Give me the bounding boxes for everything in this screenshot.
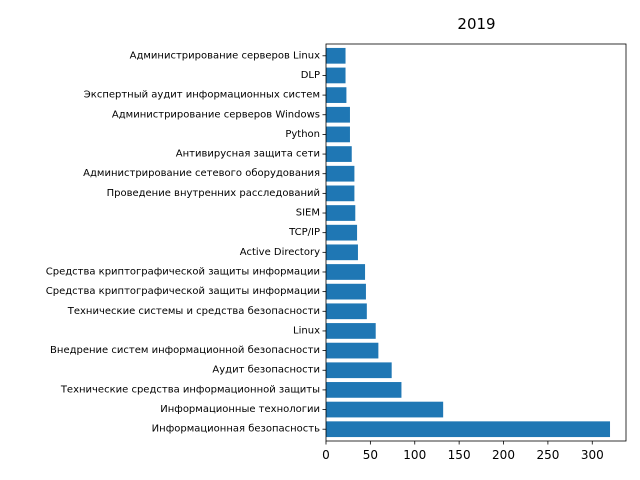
bar-13: [326, 165, 355, 182]
x-tick-label-4: 200: [492, 448, 515, 462]
bar-10: [326, 224, 358, 241]
category-label-15: Python: [285, 129, 320, 140]
category-label-5: Linux: [293, 325, 320, 336]
bar-3: [326, 362, 392, 379]
bar-19: [326, 47, 346, 64]
bar-5: [326, 323, 376, 339]
x-tick-label-5: 250: [536, 448, 559, 462]
category-label-8: Средства криптографической защиты информ…: [46, 266, 320, 277]
bars-layer: [326, 47, 611, 438]
category-label-0: Информационная безопасность: [152, 424, 320, 435]
x-tick-label-0: 0: [322, 448, 330, 462]
bar-16: [326, 106, 350, 123]
bar-2: [326, 382, 402, 398]
category-label-11: SIEM: [296, 208, 320, 219]
category-label-1: Информационные технологии: [160, 404, 320, 415]
x-tick-label-6: 300: [581, 448, 604, 462]
category-label-7: Средства криптографической защиты информ…: [46, 286, 320, 297]
category-label-2: Технические средства информационной защи…: [60, 384, 320, 395]
x-tick-label-1: 50: [363, 448, 378, 462]
bar-15: [326, 126, 350, 143]
x-tick-label-3: 150: [448, 448, 471, 462]
plot-frame: [325, 43, 627, 442]
category-label-17: Экспертный аудит информационных систем: [84, 90, 320, 101]
category-label-19: Администрирование серверов Linux: [130, 50, 320, 61]
category-label-18: DLP: [301, 70, 320, 81]
bar-8: [326, 264, 366, 280]
category-labels: Информационная безопасность Информационны…: [46, 50, 326, 435]
x-axis-ticks: 0 50 100 150 200 250 300: [322, 441, 604, 462]
category-label-12: Проведение внутренних расследований: [107, 188, 320, 199]
category-label-10: TCP/IP: [288, 227, 320, 238]
category-label-3: Аудит безопасности: [212, 365, 320, 376]
x-tick-label-2: 100: [403, 448, 426, 462]
category-label-6: Технические системы и средства безопасно…: [67, 306, 320, 317]
bar-11: [326, 205, 356, 221]
bar-4: [326, 342, 379, 359]
category-label-13: Администрирование сетевого оборудования: [83, 168, 320, 179]
bar-9: [326, 244, 358, 261]
bar-17: [326, 87, 347, 103]
category-label-16: Администрирование серверов Windows: [112, 109, 320, 120]
bar-7: [326, 283, 366, 300]
category-label-9: Active Directory: [240, 247, 320, 258]
bar-18: [326, 67, 346, 84]
bar-14: [326, 146, 352, 162]
bar-0: [326, 421, 611, 438]
category-label-14: Антивирусная защита сети: [176, 149, 320, 160]
bar-6: [326, 303, 367, 320]
bar-12: [326, 185, 355, 202]
chart-title: 2019: [457, 15, 495, 33]
bar-1: [326, 401, 444, 418]
category-label-4: Внедрение систем информационной безопасн…: [50, 345, 320, 356]
